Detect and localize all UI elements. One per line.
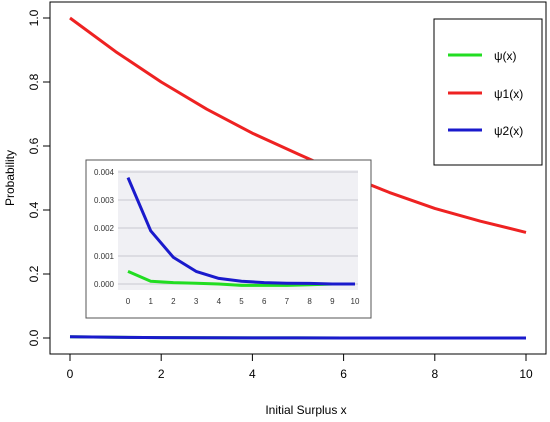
inset-series-line-1: [126, 177, 355, 286]
inset-x-tick-label: 7: [285, 297, 290, 306]
inset-x-tick-label: 4: [217, 297, 222, 306]
inset-x-axis: 0 1 2 3 4 5 6 7 8 9 10: [126, 297, 360, 306]
x-tick-label: 4: [249, 367, 256, 381]
x-axis-title: Initial Surplus x: [265, 403, 346, 417]
y-tick-label: 0.8: [27, 73, 41, 90]
inset-x-tick-label: 2: [171, 297, 176, 306]
x-tick-label: 6: [340, 367, 347, 381]
y-tick-label: 0.0: [27, 329, 41, 346]
inset-chart: 0 1 2 3 4 5 6 7 8 9 10 0.000 0.001 0.002 0.003 0.004: [85, 159, 372, 319]
inset-plot-area: [118, 170, 358, 290]
x-tick-label: 2: [158, 367, 165, 381]
main-series: [69, 16, 527, 340]
series-line-1: [69, 16, 527, 234]
y-tick-label: 0.6: [27, 137, 41, 154]
y-tick-label: 0.2: [27, 265, 41, 282]
inset-x-tick-label: 8: [307, 297, 312, 306]
plot-frame: [49, 1, 547, 355]
x-tick-label: 8: [431, 367, 438, 381]
x-tick-label: 0: [67, 367, 74, 381]
inset-x-tick-label: 9: [330, 297, 335, 306]
inset-x-tick-label: 3: [194, 297, 199, 306]
y-axis: 0.0 0.2 0.4 0.6 0.8 1.0: [27, 9, 50, 346]
legend: ψ(x) ψ1(x) ψ2(x): [433, 18, 543, 166]
inset-x-tick-label: 10: [351, 297, 360, 306]
inset-x-tick-label: 5: [239, 297, 244, 306]
legend-label-psi: ψ(x): [494, 49, 517, 63]
legend-label-psi1: ψ1(x): [494, 87, 523, 101]
inset-y-tick-label: 0.003: [94, 196, 115, 205]
y-tick-label: 1.0: [27, 9, 41, 26]
inset-y-tick-label: 0.002: [94, 224, 115, 233]
x-axis: 0 2 4 6 8 10: [67, 354, 533, 381]
x-tick-label: 10: [519, 367, 533, 381]
inset-y-tick-label: 0.000: [94, 280, 115, 289]
series-line-2: [69, 335, 526, 340]
inset-y-tick-label: 0.004: [94, 168, 115, 177]
inset-y-tick-label: 0.001: [94, 252, 115, 261]
inset-series: [126, 177, 355, 287]
y-axis-title: Probability: [3, 150, 17, 206]
y-tick-label: 0.4: [27, 201, 41, 218]
inset-x-tick-label: 0: [126, 297, 131, 306]
legend-label-psi2: ψ2(x): [494, 124, 523, 138]
inset-x-tick-label: 1: [148, 297, 153, 306]
inset-y-axis: 0.000 0.001 0.002 0.003 0.004: [94, 168, 115, 289]
inset-x-tick-label: 6: [262, 297, 267, 306]
